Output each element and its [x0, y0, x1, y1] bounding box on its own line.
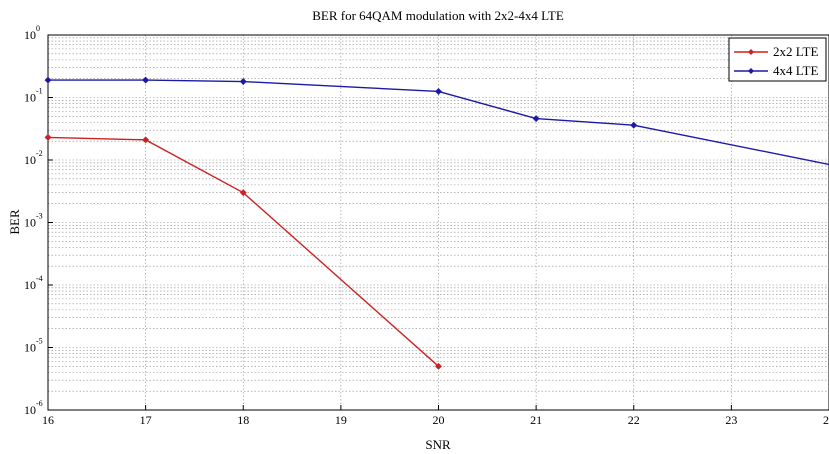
x-tick-label: 19 — [335, 413, 347, 427]
y-tick-base: 10 — [24, 153, 36, 167]
series-point-1 — [434, 87, 443, 95]
x-tick-label: 20 — [433, 413, 445, 427]
series-point-0 — [142, 136, 150, 144]
series-line-0 — [47, 136, 439, 367]
y-tick-label: 10 -5 — [24, 337, 43, 355]
series-point-1 — [44, 76, 52, 84]
plot-frame — [47, 34, 829, 411]
legend-marker-0 — [748, 49, 754, 55]
y-tick-label: 10 -1 — [24, 87, 43, 105]
x-tick-label: 18 — [237, 413, 249, 427]
series-point-1 — [630, 121, 638, 129]
y-tick-base: 10 — [24, 216, 36, 230]
y-tick-base: 10 — [24, 341, 36, 355]
y-tick-label: 10 -2 — [24, 149, 43, 167]
y-tick-base: 10 — [24, 403, 36, 417]
y-tick-exponent: -1 — [36, 87, 43, 96]
y-tick-base: 10 — [24, 91, 36, 105]
y-tick-exponent: -4 — [36, 274, 43, 283]
series-point-1 — [532, 115, 540, 123]
axis-ticks: 16 17 18 19 20 21 22 23 210-610-510-410-310 -210-… — [24, 24, 829, 427]
y-axis-label: BER — [7, 209, 22, 235]
x-tick-label: 2 — [823, 413, 829, 427]
legend-box — [728, 37, 827, 82]
x-axis-label: SNR — [425, 437, 451, 452]
series-point-0 — [44, 133, 52, 141]
series-point-1 — [142, 76, 150, 84]
y-tick-base: 10 — [24, 278, 36, 292]
y-tick-exponent: -6 — [36, 399, 43, 408]
y-tick-exponent: -5 — [36, 337, 43, 346]
y-tick-label: 10 -3 — [24, 212, 43, 230]
legend-label-0: 2x2 LTE — [773, 44, 818, 59]
chart-title: BER for 64QAM modulation with 2x2-4x4 LT… — [312, 8, 564, 23]
grid — [48, 35, 829, 410]
y-tick-exponent: 0 — [36, 24, 40, 33]
x-tick-label: 21 — [530, 413, 542, 427]
x-tick-label: 22 — [628, 413, 640, 427]
series-point-0 — [434, 362, 443, 370]
x-tick-label: 23 — [725, 413, 737, 427]
y-tick-label: 10 -4 — [24, 274, 43, 292]
y-tick-label: 10 -6 — [24, 399, 43, 417]
legend: 2x2 LTE 4x4 LTE — [728, 37, 827, 82]
y-tick-exponent: -2 — [36, 149, 43, 158]
series-point-0 — [239, 189, 247, 197]
x-tick-label: 16 — [42, 413, 54, 427]
legend-label-1: 4x4 LTE — [773, 63, 818, 78]
series-layer — [44, 76, 829, 370]
series-point-1 — [239, 77, 247, 86]
y-tick-label: 10 0 — [24, 24, 40, 42]
y-tick-exponent: -3 — [36, 212, 43, 221]
x-tick-label: 17 — [140, 413, 152, 427]
y-tick-base: 10 — [24, 28, 36, 42]
legend-marker-1 — [748, 68, 754, 74]
